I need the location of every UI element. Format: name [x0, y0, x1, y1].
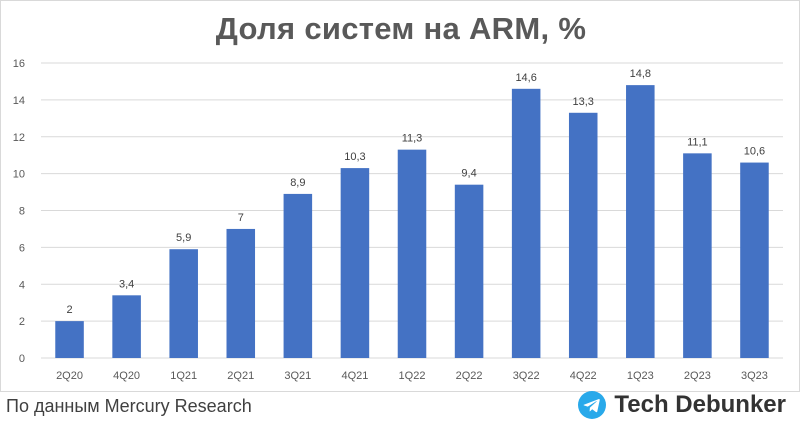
- data-label: 7: [238, 212, 244, 224]
- data-label: 2: [66, 304, 72, 316]
- y-tick-label: 10: [13, 169, 25, 181]
- y-tick-label: 2: [19, 316, 25, 328]
- data-label: 11,3: [402, 133, 423, 145]
- bar: [740, 162, 769, 358]
- x-tick-label: 4Q21: [341, 370, 368, 382]
- bar: [112, 295, 141, 358]
- data-label: 10,3: [344, 151, 365, 163]
- x-tick-label: 4Q20: [113, 370, 140, 382]
- x-tick-label: 3Q23: [741, 370, 768, 382]
- y-tick-label: 0: [19, 353, 25, 365]
- bar: [283, 193, 313, 358]
- x-tick-label: 1Q22: [399, 370, 426, 382]
- x-tick-label: 2Q21: [227, 370, 254, 382]
- data-label: 9,4: [461, 168, 476, 180]
- x-tick-label: 3Q22: [513, 370, 540, 382]
- x-tick-label: 2Q22: [456, 370, 483, 382]
- telegram-icon: [578, 391, 607, 419]
- x-tick-label: 4Q22: [570, 370, 597, 382]
- data-label: 14,8: [630, 68, 651, 80]
- bar: [511, 88, 541, 358]
- y-tick-label: 4: [19, 279, 25, 291]
- data-label: 14,6: [515, 72, 536, 84]
- data-label: 5,9: [176, 232, 191, 244]
- bar-chart: 0 2 4 6 8 10 12 14 16 2 2Q20 3,4 4Q20 5,9 1Q21 7 2Q21 8,9…: [13, 58, 783, 382]
- bar: [55, 321, 84, 358]
- y-tick-label: 16: [13, 58, 25, 70]
- chart-title: Доля систем на ARM, %: [215, 11, 587, 46]
- x-tick-label: 2Q20: [56, 370, 83, 382]
- bar: [397, 149, 427, 358]
- x-tick-label: 1Q23: [627, 370, 654, 382]
- data-label: 8,9: [290, 177, 305, 189]
- source-caption: По данным Mercury Research: [6, 396, 252, 416]
- data-label: 13,3: [573, 96, 594, 108]
- x-tick-label: 2Q23: [684, 370, 711, 382]
- bar: [340, 168, 370, 358]
- data-label: 3,4: [119, 278, 134, 290]
- bar: [169, 249, 198, 358]
- brand-watermark: Tech Debunker: [578, 390, 786, 420]
- y-tick-label: 6: [19, 242, 25, 254]
- data-label: 11,1: [687, 136, 708, 148]
- y-tick-label: 14: [13, 95, 25, 107]
- brand-name: Tech Debunker: [614, 391, 786, 418]
- y-tick-label: 12: [13, 132, 25, 144]
- chart-frame: Доля систем на ARM, % 0 2 4 6 8 10 12 14 16 2 2Q20…: [0, 0, 800, 392]
- x-tick-label: 1Q21: [170, 370, 197, 382]
- bar: [626, 85, 655, 358]
- x-tick-label: 3Q21: [284, 370, 311, 382]
- bar: [568, 112, 598, 358]
- bar: [454, 184, 484, 358]
- bar: [683, 153, 712, 358]
- data-label: 10,6: [744, 146, 765, 158]
- y-tick-label: 8: [19, 206, 25, 218]
- bar: [226, 228, 256, 358]
